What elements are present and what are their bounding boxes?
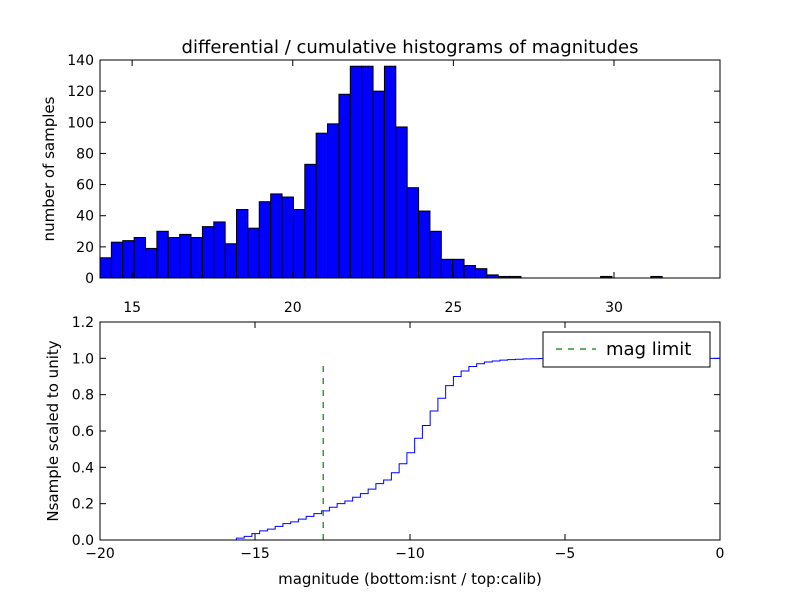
y-tick-label: 80 (76, 146, 94, 162)
y-tick-label: 1.2 (72, 315, 94, 331)
histogram-bar (167, 237, 181, 279)
y-tick-label: 20 (76, 240, 94, 256)
x-tick-label: −15 (240, 546, 270, 562)
histogram-bar (145, 247, 158, 279)
histogram-bar (383, 65, 397, 279)
x-tick-label: 20 (284, 300, 302, 316)
y-tick-label: 0.4 (72, 460, 94, 476)
histogram-bar (361, 65, 374, 279)
y-tick-label: 120 (67, 84, 94, 100)
y-tick-label: 0.6 (72, 424, 94, 440)
x-tick-label: 15 (123, 300, 141, 316)
histogram-bar (224, 243, 238, 279)
x-tick-label: −20 (85, 546, 115, 562)
histogram-bar (429, 230, 442, 279)
histogram-bar (474, 268, 488, 279)
x-tick-label: −5 (555, 546, 576, 562)
histogram-bar (201, 226, 215, 279)
legend-mag-limit-label: mag limit (606, 339, 691, 360)
histogram-bar (110, 241, 124, 279)
y-tick-label: 140 (67, 53, 94, 69)
histogram-bar (338, 93, 351, 279)
histogram-bar (179, 233, 192, 279)
histogram-bar (440, 258, 454, 279)
histogram-bar (156, 230, 169, 279)
histogram-bar (315, 132, 329, 279)
histogram-frame (99, 59, 721, 279)
cumulative-frame (99, 321, 721, 541)
histogram-bar (190, 237, 203, 279)
y-tick-label: 1.0 (72, 351, 94, 367)
y-tick-label: 60 (76, 178, 94, 194)
histogram-bars (99, 65, 663, 279)
histogram-bar (236, 208, 249, 279)
histogram-bar (281, 196, 294, 279)
histogram-bar (247, 227, 260, 279)
y-tick-label: 0 (85, 271, 94, 287)
histogram-bar (258, 201, 272, 279)
cumulative-ticks: −20 −15 −10 −5 0 0.0 0.2 0.4 0.6 0.8 1.0 1.2 (72, 315, 725, 562)
histogram-bar (327, 123, 340, 279)
histogram-bar (304, 163, 317, 279)
histogram-ticks: 15 20 25 30 0 20 40 60 80 100 120 140 (67, 53, 720, 316)
histogram-bar (406, 187, 420, 279)
histogram-bar (452, 258, 465, 279)
x-tick-label: 30 (605, 300, 623, 316)
x-tick-label: 0 (716, 546, 725, 562)
histogram-bar (372, 90, 385, 279)
cumulative-panel: −20 −15 −10 −5 0 0.0 0.2 0.4 0.6 0.8 1.0 1.2 magnit… (44, 315, 724, 588)
histogram-bar (99, 257, 112, 279)
y-tick-label: 40 (76, 209, 94, 225)
y-tick-label: 0.2 (72, 497, 94, 513)
histogram-bar (349, 65, 363, 279)
histogram-bar (133, 237, 147, 279)
histogram-bar (213, 221, 226, 279)
histogram-bar (292, 208, 306, 279)
histogram-bar (463, 265, 476, 279)
y-tick-label: 100 (67, 115, 94, 131)
y-tick-label: 0.8 (72, 388, 94, 404)
histogram-bar (395, 126, 408, 279)
histogram-ylabel: number of samples (40, 96, 58, 241)
cumulative-ylabel: Nsample scaled to unity (44, 340, 62, 521)
x-tick-label: −10 (395, 546, 425, 562)
cumulative-xlabel: magnitude (bottom:isnt / top:calib) (278, 570, 542, 588)
y-tick-label: 0.0 (72, 533, 94, 549)
legend: mag limit (542, 331, 711, 368)
histogram-bar (270, 193, 283, 279)
x-tick-label: 25 (444, 300, 462, 316)
histogram-panel: differential / cumulative histograms of … (40, 37, 721, 316)
histogram-bar (418, 210, 431, 279)
chart-title: differential / cumulative histograms of … (182, 37, 639, 58)
cumulative-line (100, 357, 721, 541)
